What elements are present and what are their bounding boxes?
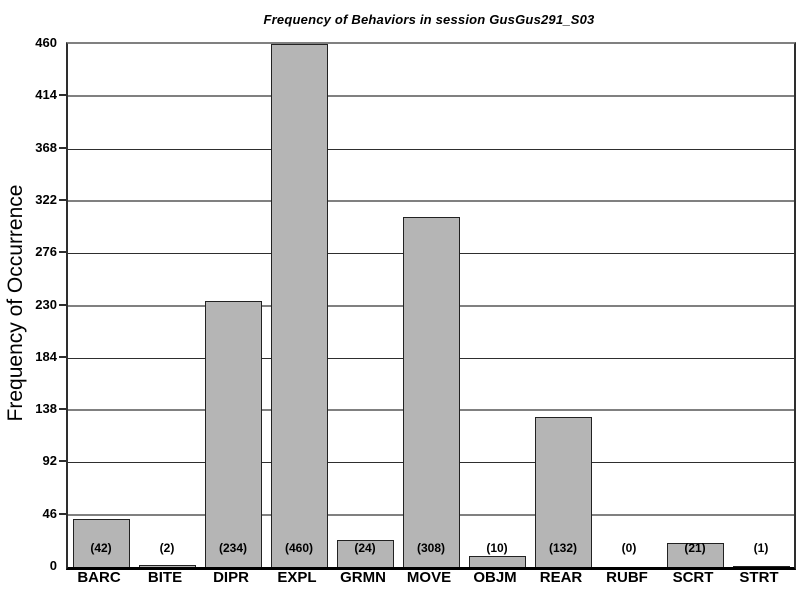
y-tick-mark-276 [59,251,67,253]
y-tick-label-322: 322 [35,192,57,207]
bar-barc [73,519,130,567]
bar-objm [469,556,526,567]
bar-value-label-rear: (132) [548,541,577,555]
gridline-y-368 [68,149,794,150]
y-tick-label-0: 0 [49,558,57,573]
y-tick-label-138: 138 [35,401,57,416]
y-tick-mark-46 [59,513,67,515]
y-tick-mark-230 [59,304,67,306]
x-tick-label-objm: OBJM [473,569,517,586]
bar-expl [271,44,328,567]
y-tick-label-276: 276 [35,244,57,259]
y-tick-label-230: 230 [35,297,57,312]
y-tick-mark-322 [59,199,67,201]
bar-scrt [667,543,724,567]
gridline-y-322 [68,200,794,202]
y-tick-mark-414 [59,94,67,96]
gridline-y-414 [68,95,794,97]
y-tick-label-414: 414 [35,87,57,102]
bar-value-label-dipr: (234) [218,541,247,555]
y-tick-mark-368 [59,147,67,149]
y-tick-label-46: 46 [42,506,57,521]
x-tick-label-expl: EXPL [277,569,317,586]
bar-value-label-move: (308) [416,541,445,555]
bar-rear [535,417,592,567]
x-tick-label-strt: STRT [739,569,779,586]
x-tick-label-dipr: DIPR [213,569,249,586]
y-tick-mark-184 [59,356,67,358]
x-tick-label-rear: REAR [539,569,583,586]
x-tick-label-rubf: RUBF [606,569,648,586]
chart-title: Frequency of Behaviors in session GusGus… [263,12,595,27]
bar-value-label-barc: (42) [90,541,112,555]
x-tick-label-bite: BITE [147,569,183,586]
x-tick-label-scrt: SCRT [672,569,714,586]
x-tick-label-barc: BARC [77,569,121,586]
y-tick-mark-92 [59,460,67,462]
plot-area: (42) (2) (234) (460) (24) (308) (10) (132) (0) (2… [66,42,796,570]
y-tick-label-184: 184 [35,349,57,364]
y-tick-label-368: 368 [35,140,57,155]
bar-value-label-expl: (460) [284,541,313,555]
bar-value-label-objm: (10) [486,541,508,555]
x-tick-label-move: MOVE [406,569,452,586]
x-tick-label-grmn: GRMN [340,569,386,586]
bar-grmn [337,540,394,567]
bar-value-label-strt: (1) [753,541,769,555]
y-tick-label-460: 460 [35,35,57,50]
bar-value-label-grmn: (24) [354,541,376,555]
bar-dipr [205,301,262,567]
bar-value-label-scrt: (21) [684,541,706,555]
y-tick-label-92: 92 [42,453,57,468]
y-tick-mark-138 [59,408,67,410]
bar-value-label-bite: (2) [159,541,175,555]
bar-strt [733,566,790,567]
bar-value-label-rubf: (0) [621,541,637,555]
bar-bite [139,565,196,567]
bar-move [403,217,460,567]
